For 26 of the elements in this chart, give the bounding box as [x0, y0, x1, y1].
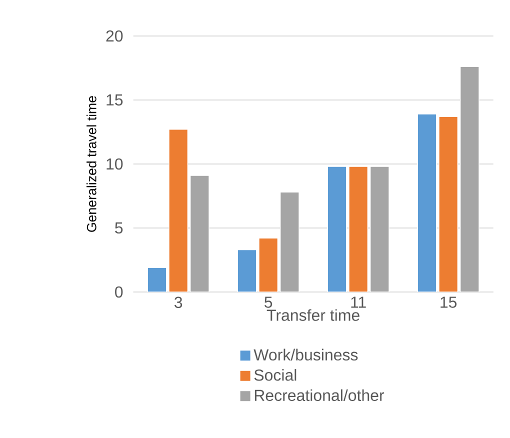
x-tick-label: 5 [264, 296, 272, 308]
y-axis-title: Generalized travel time [86, 96, 96, 232]
bar [438, 116, 458, 292]
legend-label: Social [254, 369, 296, 381]
x-axis-title: Transfer time [266, 309, 360, 321]
x-tick-label: 11 [351, 296, 366, 308]
y-tick-label: 10 [106, 158, 123, 170]
legend-label: Recreational/other [254, 389, 384, 402]
bar [417, 114, 437, 292]
bar [327, 166, 347, 292]
x-tick-label: 15 [440, 296, 457, 308]
bar [147, 267, 167, 292]
bar [370, 166, 390, 292]
y-tick-label: 15 [106, 94, 123, 106]
bar [190, 175, 210, 292]
y-tick-label: 5 [115, 222, 123, 234]
bar [460, 66, 480, 292]
x-tick-label: 3 [174, 296, 182, 308]
bar [258, 238, 278, 292]
bar [237, 249, 257, 292]
legend-label: Work/business [254, 348, 358, 361]
bar [348, 166, 368, 292]
bar [280, 192, 300, 292]
bar [168, 129, 188, 292]
y-tick-label: 0 [115, 286, 123, 298]
y-tick-label: 20 [106, 30, 123, 42]
